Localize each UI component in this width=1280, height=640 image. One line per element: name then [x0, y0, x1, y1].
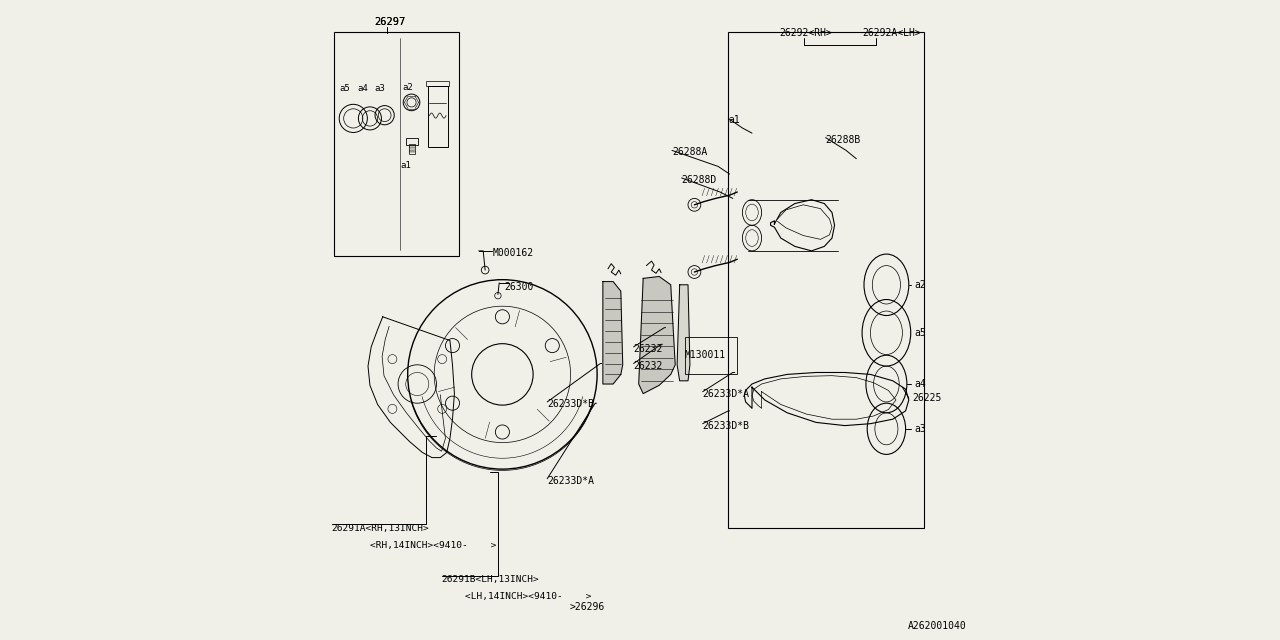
Polygon shape [677, 285, 690, 381]
Text: a5: a5 [339, 84, 349, 93]
Text: a5: a5 [914, 328, 925, 338]
Text: M000162: M000162 [493, 248, 534, 258]
Bar [407, 138, 417, 145]
Text: 26300: 26300 [504, 282, 534, 292]
Text: 26225: 26225 [911, 393, 941, 403]
Text: 26288D: 26288D [681, 175, 717, 186]
Text: <LH,14INCH><9410-    >: <LH,14INCH><9410- > [442, 592, 591, 601]
Text: 26232: 26232 [634, 344, 663, 354]
Text: 26288B: 26288B [826, 134, 861, 145]
Text: 26288A: 26288A [672, 147, 708, 157]
Bar [334, 32, 460, 256]
Text: a3: a3 [374, 84, 385, 93]
Bar [685, 337, 737, 374]
Text: >26296: >26296 [570, 602, 605, 612]
Text: 26233D*B: 26233D*B [703, 420, 750, 431]
Text: a2: a2 [914, 280, 925, 290]
Bar [426, 81, 449, 86]
Text: M130011: M130011 [685, 350, 726, 360]
Bar [728, 32, 924, 528]
Text: a1: a1 [728, 115, 740, 125]
Text: 26292<RH>: 26292<RH> [780, 28, 832, 38]
Text: 26292A<LH>: 26292A<LH> [863, 28, 922, 38]
Text: a1: a1 [399, 161, 411, 170]
Text: 26233D*A: 26233D*A [548, 476, 594, 486]
Polygon shape [603, 282, 623, 384]
Text: <RH,14INCH><9410-    >: <RH,14INCH><9410- > [347, 541, 497, 550]
Text: 26233D*B: 26233D*B [548, 399, 594, 410]
Text: a4: a4 [914, 379, 925, 389]
Text: 26297: 26297 [374, 17, 406, 28]
Text: 26232: 26232 [634, 361, 663, 371]
Text: 26297: 26297 [374, 17, 406, 28]
Bar [428, 86, 448, 147]
Bar [410, 145, 415, 154]
Text: a2: a2 [402, 83, 412, 92]
Polygon shape [639, 276, 676, 394]
Text: 26291A<RH,13INCH>: 26291A<RH,13INCH> [332, 524, 429, 532]
Text: a3: a3 [914, 424, 925, 434]
Text: A262001040: A262001040 [908, 621, 966, 631]
Text: a4: a4 [357, 84, 367, 93]
Text: 26291B<LH,13INCH>: 26291B<LH,13INCH> [442, 575, 539, 584]
Text: 26233D*A: 26233D*A [703, 388, 750, 399]
